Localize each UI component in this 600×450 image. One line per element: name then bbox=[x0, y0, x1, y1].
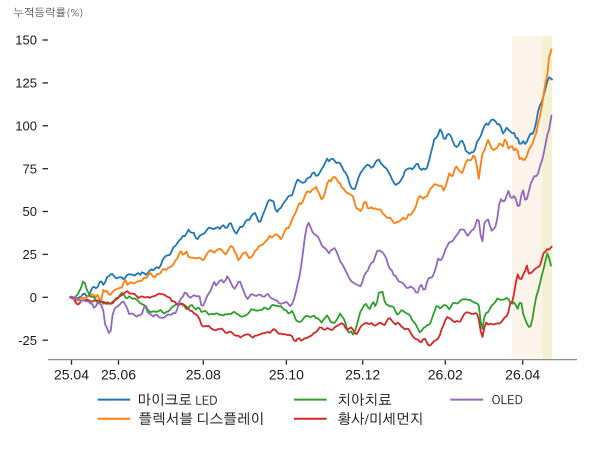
svg-text:25.08: 25.08 bbox=[186, 367, 221, 383]
svg-text:100: 100 bbox=[15, 119, 37, 134]
svg-text:50: 50 bbox=[23, 204, 37, 219]
svg-text:26.02: 26.02 bbox=[428, 367, 463, 383]
svg-text:26.04: 26.04 bbox=[505, 367, 540, 383]
svg-text:25: 25 bbox=[23, 247, 37, 262]
svg-text:25.06: 25.06 bbox=[101, 367, 136, 383]
svg-text:125: 125 bbox=[15, 76, 37, 91]
svg-text:25.04: 25.04 bbox=[54, 367, 89, 383]
svg-text:25.12: 25.12 bbox=[345, 367, 380, 383]
svg-text:150: 150 bbox=[15, 33, 37, 48]
svg-text:0: 0 bbox=[30, 290, 37, 305]
svg-text:-25: -25 bbox=[18, 333, 37, 348]
svg-text:75: 75 bbox=[23, 161, 37, 176]
svg-text:25.10: 25.10 bbox=[269, 367, 304, 383]
